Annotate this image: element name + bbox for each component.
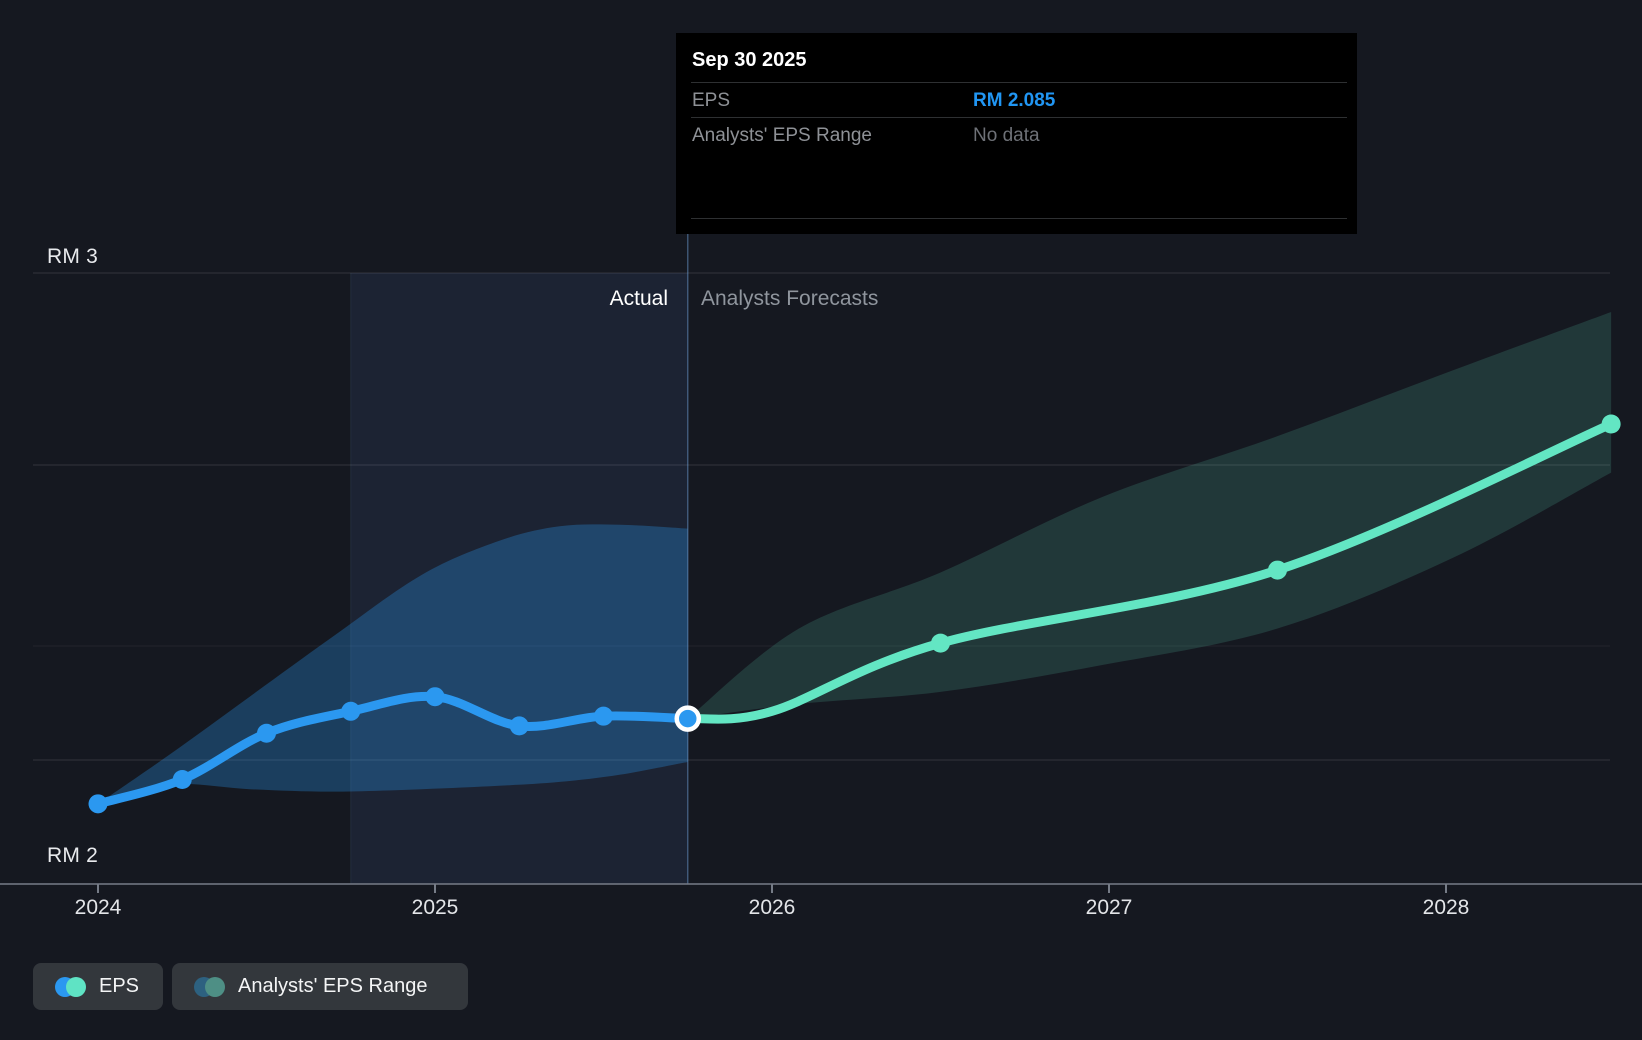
tooltip-date: Sep 30 2025	[692, 49, 807, 71]
actual-data-point	[172, 769, 192, 789]
tooltip-range-label: Analysts' EPS Range	[692, 125, 872, 146]
x-tick-2024: 2024	[74, 896, 122, 919]
highlight-column	[350, 273, 688, 884]
x-tick-2026: 2026	[748, 896, 796, 919]
selected-data-point	[674, 705, 701, 732]
actual-data-point	[257, 723, 276, 743]
actual-data-point	[509, 716, 529, 736]
chart-tooltip: Sep 30 2025 EPS RM 2.085 Analysts' EPS R…	[676, 33, 1357, 234]
actual-period-label: Actual	[609, 287, 668, 310]
tooltip-divider	[691, 218, 1347, 219]
forecast-eps-line	[683, 419, 1616, 724]
tooltip-eps-value: RM 2.085	[973, 90, 1056, 111]
legend-chip-eps[interactable]: EPS	[33, 963, 163, 1010]
forecast-period-label: Analysts Forecasts	[701, 287, 879, 310]
eps-legend-dots-icon	[55, 976, 86, 997]
legend-eps-label: EPS	[99, 975, 140, 997]
y-axis-label-rm2: RM 2	[47, 844, 98, 867]
x-tick-2025: 2025	[411, 896, 459, 919]
actual-data-point	[425, 687, 445, 707]
range-legend-dots-icon	[194, 976, 225, 997]
analysts-eps-range-band	[687, 311, 1612, 719]
actual-data-point	[594, 706, 613, 726]
forecast-data-point	[931, 633, 950, 653]
tooltip-divider	[691, 117, 1347, 118]
actual-data-point	[341, 701, 361, 721]
forecast-data-point	[1268, 560, 1287, 580]
actual-data-point	[88, 794, 108, 814]
eps-actual-band	[98, 524, 688, 804]
y-axis-label-rm3: RM 3	[47, 245, 98, 268]
legend-chip-analysts-eps-range[interactable]: Analysts' EPS Range	[172, 963, 468, 1010]
x-tick-2028: 2028	[1422, 896, 1470, 919]
x-tick-2027: 2027	[1085, 896, 1133, 919]
tooltip-range-value: No data	[973, 125, 1040, 146]
tooltip-eps-label: EPS	[692, 90, 731, 111]
forecast-data-point	[1601, 414, 1621, 434]
tooltip-divider	[691, 82, 1347, 83]
legend-range-label: Analysts' EPS Range	[238, 975, 428, 997]
